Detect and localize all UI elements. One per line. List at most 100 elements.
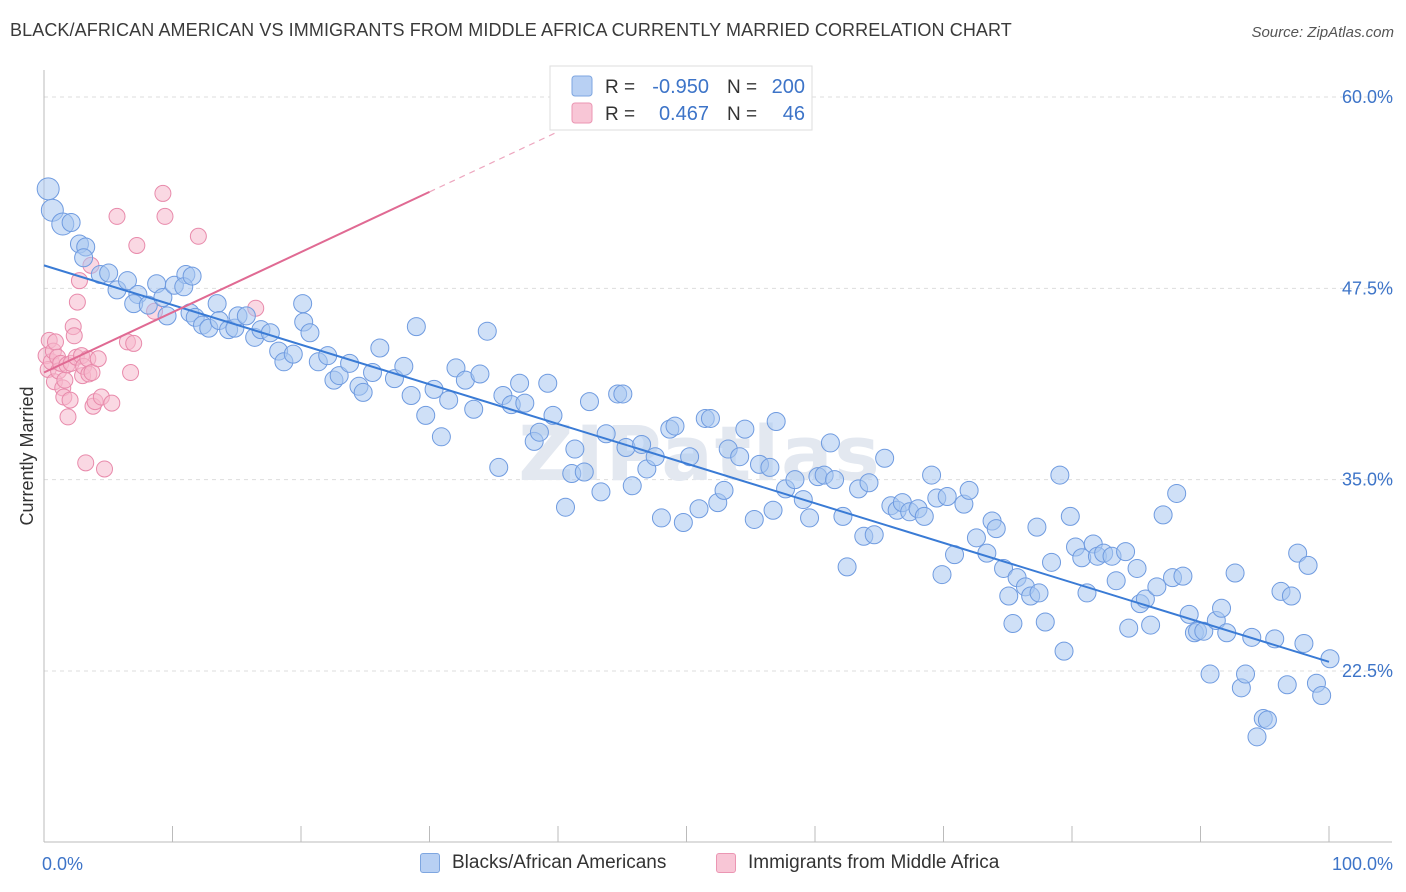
blue-point-135 xyxy=(994,558,1014,578)
blue-point-76 xyxy=(591,482,611,502)
grid-lines xyxy=(44,96,1392,672)
trend-lines xyxy=(43,132,1330,663)
blue-point-97 xyxy=(735,419,755,439)
legend-top: R = -0.950 N = 200 R = 0.467 N = 46 xyxy=(549,65,813,131)
blue-point-36 xyxy=(283,344,303,364)
y-tick-labels: 22.5% 35.0% 47.5% 60.0% xyxy=(1342,87,1393,681)
blue-point-70 xyxy=(543,405,563,425)
blue-point-155 xyxy=(1106,571,1126,591)
x-tick-label-0: 0.0% xyxy=(42,854,83,874)
blue-point-60 xyxy=(470,364,490,384)
blue-point-181 xyxy=(1257,710,1277,730)
blue-point-179 xyxy=(1247,727,1267,747)
blue-point-117 xyxy=(875,448,895,468)
blue-point-134 xyxy=(986,519,1006,539)
blue-point-38 xyxy=(293,294,313,314)
trend-line-blacks xyxy=(43,264,1330,663)
series-blacks-points xyxy=(36,177,1340,747)
pink-point-29 xyxy=(83,364,101,382)
blue-point-74 xyxy=(574,462,594,482)
blue-point-166 xyxy=(1173,566,1193,586)
pink-point-38 xyxy=(122,364,140,382)
pink-point-18 xyxy=(65,327,83,345)
blue-point-88 xyxy=(673,513,693,533)
blue-point-111 xyxy=(833,506,853,526)
blue-point-145 xyxy=(1050,465,1070,485)
blue-point-30 xyxy=(236,306,256,326)
blue-point-10 xyxy=(117,271,137,291)
blue-point-61 xyxy=(477,321,497,341)
blue-point-142 xyxy=(1029,583,1049,603)
blue-point-51 xyxy=(401,385,421,405)
blue-point-73 xyxy=(565,439,585,459)
blue-point-106 xyxy=(800,508,820,528)
blue-point-190 xyxy=(1312,685,1332,705)
pink-point-32 xyxy=(89,350,107,368)
blue-point-162 xyxy=(1147,577,1167,597)
blue-point-163 xyxy=(1153,505,1173,525)
blue-point-173 xyxy=(1212,598,1232,618)
pink-point-43 xyxy=(156,207,174,225)
blue-point-100 xyxy=(760,457,780,477)
trend-line-immigrants xyxy=(43,190,430,374)
blue-point-186 xyxy=(1288,543,1308,563)
blue-point-24 xyxy=(207,294,227,314)
y-tick-label-2: 47.5% xyxy=(1342,278,1393,298)
blue-point-90 xyxy=(689,499,709,519)
legend-r-value-2: 0.467 xyxy=(659,103,709,125)
blue-point-157 xyxy=(1119,618,1139,638)
blue-point-143 xyxy=(1035,612,1055,632)
legend-n-label-2: N = xyxy=(727,104,757,125)
blue-point-136 xyxy=(999,586,1019,606)
legend-item-immigrants[interactable]: Immigrants from Middle Africa xyxy=(716,852,999,874)
blue-point-39 xyxy=(300,323,320,343)
legend-n-value-2: 46 xyxy=(783,103,805,125)
legend-n-value-1: 200 xyxy=(772,76,805,98)
legend-item-blacks[interactable]: Blacks/African Americans xyxy=(420,852,666,874)
blue-point-161 xyxy=(1141,615,1161,635)
blue-point-3 xyxy=(61,213,81,233)
blue-point-53 xyxy=(416,405,436,425)
blue-point-96 xyxy=(730,447,750,467)
y-tick-label-0: 22.5% xyxy=(1342,661,1393,681)
pink-point-44 xyxy=(189,227,207,245)
blue-point-43 xyxy=(329,366,349,386)
blue-point-101 xyxy=(763,500,783,520)
blue-point-8 xyxy=(99,263,119,283)
pink-point-34 xyxy=(95,460,113,478)
blue-point-85 xyxy=(651,508,671,528)
blue-point-68 xyxy=(529,422,549,442)
pink-point-6 xyxy=(46,333,64,351)
blue-point-112 xyxy=(837,557,857,577)
pink-point-14 xyxy=(59,408,77,426)
blue-point-109 xyxy=(820,433,840,453)
blue-point-20 xyxy=(182,266,202,286)
y-axis-label: Currently Married xyxy=(17,386,37,525)
x-tick-label-1: 100.0% xyxy=(1332,854,1393,874)
pink-point-35 xyxy=(103,394,121,412)
blue-point-185 xyxy=(1281,586,1301,606)
blue-point-146 xyxy=(1054,641,1074,661)
blue-point-98 xyxy=(744,509,764,529)
blue-point-158 xyxy=(1127,558,1147,578)
pink-point-36 xyxy=(108,207,126,225)
blue-point-126 xyxy=(932,565,952,585)
blue-point-0 xyxy=(36,177,60,201)
pink-point-12 xyxy=(56,371,74,389)
blue-point-184 xyxy=(1277,675,1297,695)
legend-swatch-pink xyxy=(571,102,593,124)
blue-point-127 xyxy=(937,487,957,507)
pink-point-25 xyxy=(77,454,95,472)
blue-point-89 xyxy=(680,447,700,467)
blue-point-79 xyxy=(613,384,633,404)
blue-point-52 xyxy=(406,317,426,337)
blue-point-177 xyxy=(1236,664,1256,684)
legend-label-blacks: Blacks/African Americans xyxy=(452,852,667,873)
pink-point-39 xyxy=(125,334,143,352)
legend-bottom: Blacks/African Americans Immigrants from… xyxy=(0,850,1406,880)
pink-point-15 xyxy=(61,391,79,409)
blue-point-144 xyxy=(1042,552,1062,572)
blue-point-156 xyxy=(1116,542,1136,562)
blue-point-131 xyxy=(966,528,986,548)
